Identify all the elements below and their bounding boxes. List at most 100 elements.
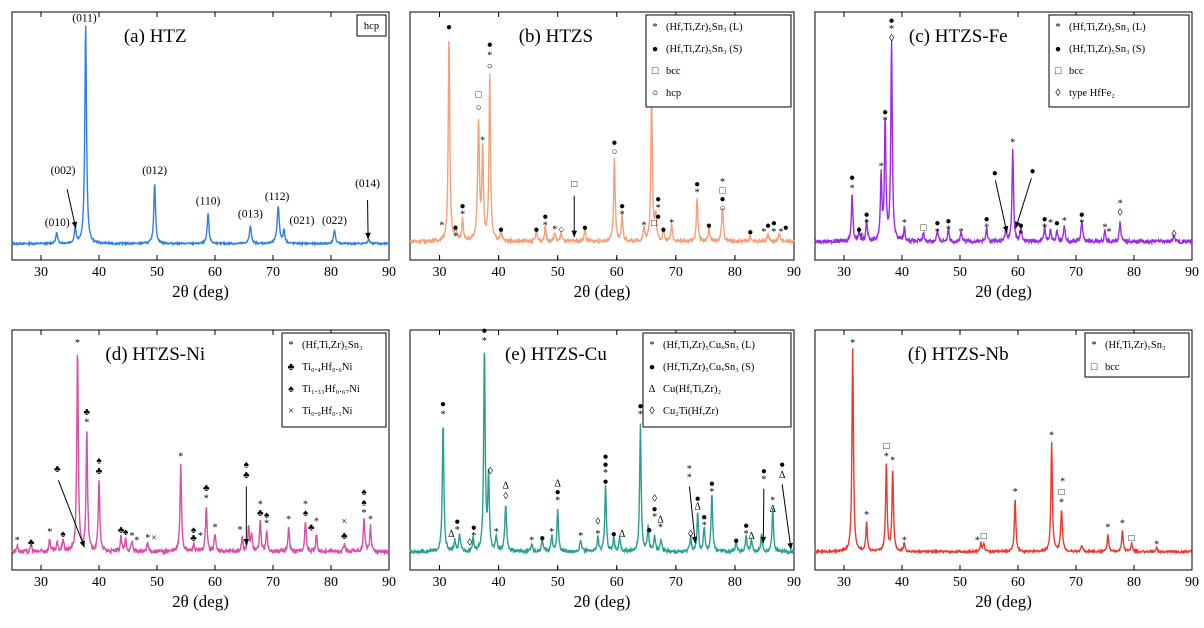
phase-marker: * <box>198 531 203 542</box>
legend-symbol: ○ <box>652 88 658 99</box>
phase-marker: * <box>237 525 242 536</box>
phase-marker: * <box>620 209 625 220</box>
phase-marker: * <box>1048 218 1053 229</box>
legend-symbol: ♣ <box>288 362 295 373</box>
phase-marker: ● <box>1042 214 1048 225</box>
legend-symbol: * <box>652 22 657 33</box>
phase-marker: × <box>342 516 348 527</box>
miller-index-label: (014) <box>355 178 380 190</box>
phase-marker: * <box>771 227 776 238</box>
x-tick-label: 40 <box>492 575 506 590</box>
phase-marker: ● <box>440 399 446 410</box>
legend-entry: (Hf,Ti,Zr)₅Sn₃ (S) <box>1069 44 1146 55</box>
phase-marker: ● <box>460 201 466 212</box>
miller-index-label: (012) <box>142 165 167 177</box>
phase-marker: □ <box>1058 487 1064 498</box>
x-tick-label: 50 <box>953 265 967 280</box>
miller-index-label: (013) <box>238 208 263 220</box>
panel-frame <box>409 11 795 261</box>
phase-marker: ● <box>1018 220 1024 231</box>
phase-marker: □ <box>981 531 987 542</box>
x-tick-label: 30 <box>433 575 447 590</box>
panel-title: (e) HTZS-Cu <box>505 344 607 365</box>
phase-marker: ● <box>1054 218 1060 229</box>
legend-symbol: □ <box>652 66 659 77</box>
legend-entry: (Hf,Ti,Zr)₅Sn₃ (L) <box>666 22 743 33</box>
phase-marker: * <box>1062 216 1067 227</box>
x-axis-title: 2θ (deg) <box>574 592 631 611</box>
phase-marker: * <box>439 220 444 231</box>
legend-box <box>356 14 387 37</box>
miller-index-label: (002) <box>51 165 76 177</box>
panel-title: (d) HTZS-Ni <box>105 344 205 365</box>
phase-marker: * <box>641 220 646 231</box>
phase-marker: ● <box>709 479 715 490</box>
xrd-pattern-line <box>409 41 795 246</box>
phase-marker: ♣ <box>84 407 91 418</box>
panel-frame <box>814 329 1193 571</box>
phase-marker: ◊ <box>688 529 693 540</box>
phase-marker: * <box>1060 477 1065 488</box>
x-tick-label: 60 <box>610 265 624 280</box>
panel-title: (c) HTZS-Fe <box>909 26 1008 47</box>
legend: * (Hf,Ti,Zr)₅Sn₃ (L) ● (Hf,Ti,Zr)₅Sn₃ (S) □ b… <box>645 14 792 108</box>
phase-marker: ● <box>889 15 895 26</box>
phase-marker: * <box>709 487 714 498</box>
peak-arrow <box>367 200 369 240</box>
phase-marker: * <box>1103 223 1108 234</box>
x-tick-label: 70 <box>266 575 280 590</box>
x-tick-label: 50 <box>150 575 164 590</box>
phase-marker: ● <box>747 227 753 238</box>
phase-marker: □ <box>651 218 657 229</box>
phase-marker: * <box>1118 199 1123 210</box>
phase-marker: * <box>264 519 269 530</box>
phase-marker: ● <box>652 504 658 515</box>
legend-entry: bcc <box>666 66 681 77</box>
phase-marker: Δ <box>694 502 701 513</box>
x-tick-label: 50 <box>150 265 164 280</box>
xrd-pattern-line <box>814 39 1193 246</box>
phase-marker: □ <box>719 186 725 197</box>
phase-marker: * <box>1079 218 1084 229</box>
legend-entry: (Hf,Ti,Zr)₅CuₓSn₃ (S) <box>663 362 755 373</box>
phase-marker: ● <box>555 487 561 498</box>
phase-marker: * <box>303 500 308 511</box>
x-tick-label: 60 <box>610 575 624 590</box>
phase-marker: * <box>890 456 895 467</box>
phase-marker: * <box>75 338 80 349</box>
phase-marker: * <box>638 409 643 420</box>
x-tick-label: 70 <box>266 265 280 280</box>
peak-arrow-head <box>691 536 698 544</box>
x-tick-label: 40 <box>492 265 506 280</box>
peak-arrow <box>994 180 1008 233</box>
phase-marker: ● <box>660 225 666 236</box>
phase-marker: ● <box>603 460 609 471</box>
panel-title: (f) HTZS-Nb <box>908 344 1009 365</box>
x-tick-label: 80 <box>728 265 742 280</box>
peak-arrow-head <box>760 536 767 544</box>
phase-marker: ● <box>706 220 712 231</box>
phase-marker: ♣ <box>243 470 250 481</box>
legend-entry: hcp <box>364 21 379 32</box>
miller-index-label: (021) <box>290 215 315 227</box>
legend-symbol: * <box>1055 22 1060 33</box>
phase-marker: ○ <box>611 146 617 157</box>
phase-marker: * <box>578 531 583 542</box>
legend-entry: (Hf,Ti,Zr)₅Sn₃ (S) <box>666 44 743 55</box>
x-tick-label: 70 <box>1069 575 1083 590</box>
x-tick-label: 50 <box>551 265 565 280</box>
phase-marker: Δ <box>448 529 455 540</box>
phase-marker: ● <box>719 194 725 205</box>
xrd-pattern-line <box>11 25 390 248</box>
phase-marker: ♠ <box>361 498 367 509</box>
peak-arrow <box>57 480 85 548</box>
phase-marker: ● <box>733 535 739 546</box>
phase-marker: ♠ <box>264 510 270 521</box>
phase-marker: ● <box>765 220 771 231</box>
legend-entry: (Hf,Ti,Zr)₅Sn₃ (L) <box>1069 22 1146 33</box>
phase-marker: * <box>859 231 864 242</box>
phase-marker: * <box>744 529 749 540</box>
x-tick-label: 30 <box>34 265 48 280</box>
legend-symbol: * <box>288 340 293 351</box>
